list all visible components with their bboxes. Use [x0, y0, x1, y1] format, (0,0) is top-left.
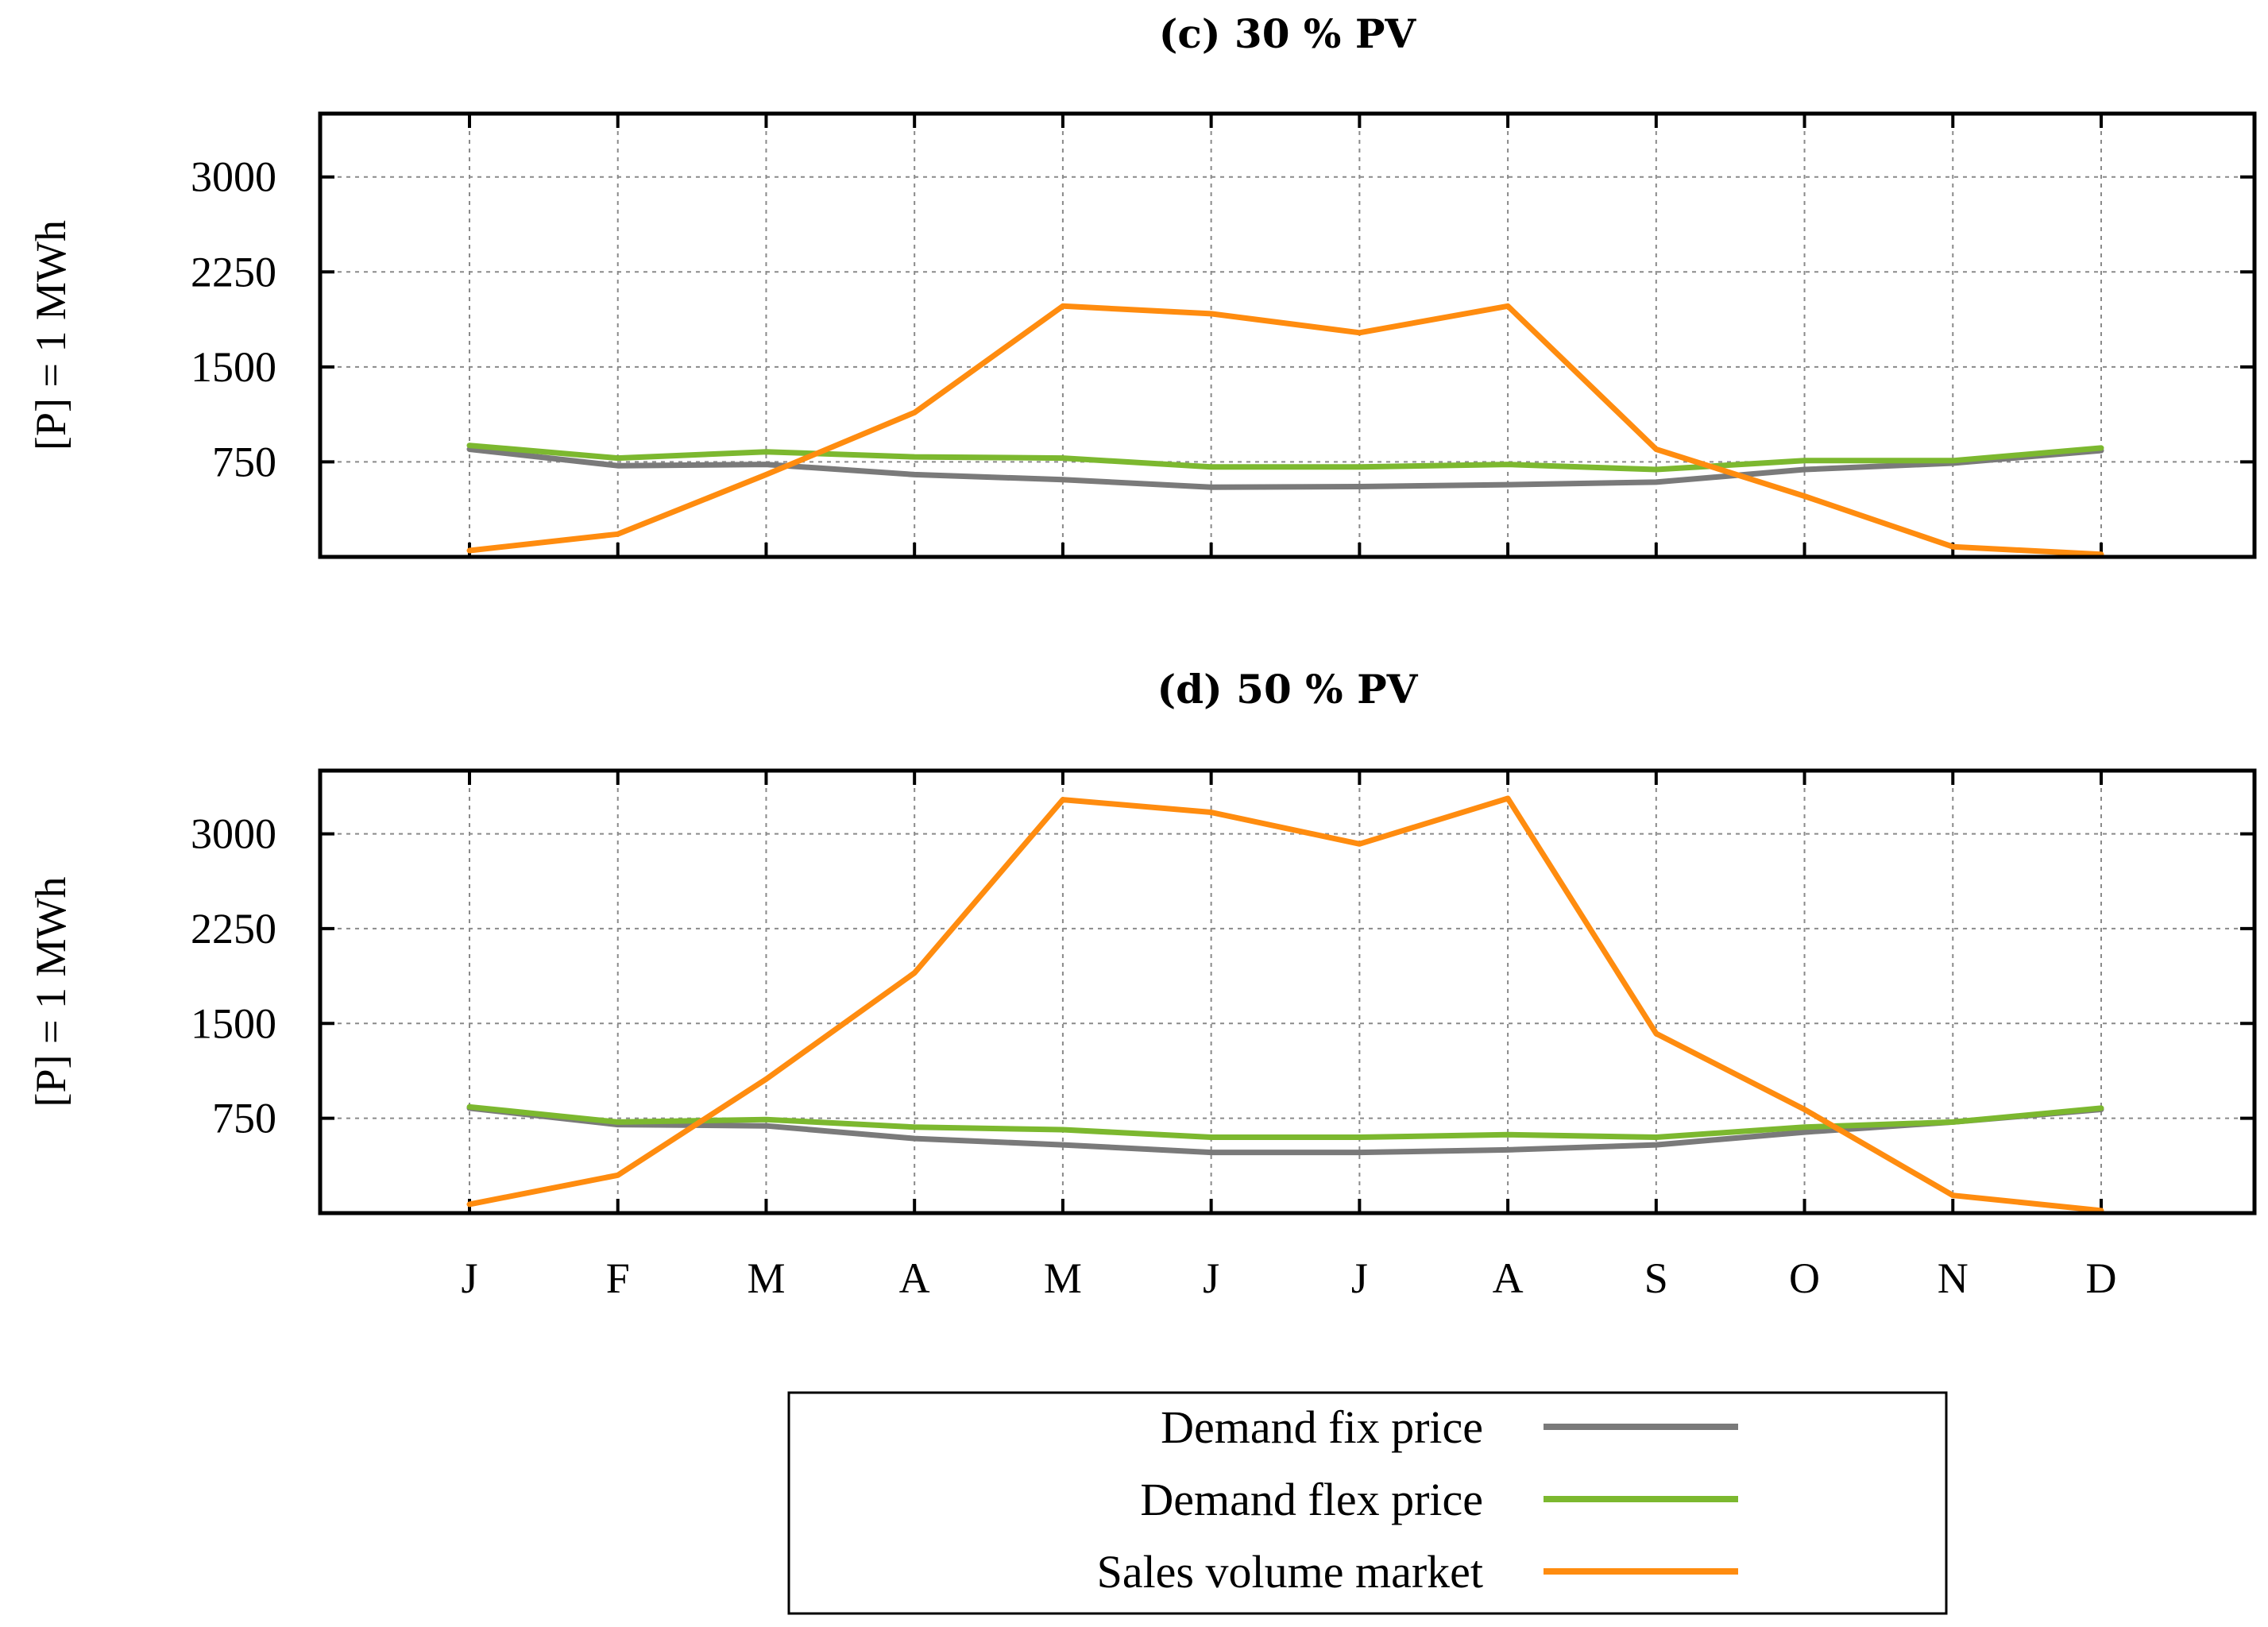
x-tick-label: M	[747, 1254, 785, 1302]
x-tick-label: J	[1351, 1254, 1368, 1302]
chart-title-50-pv: (d) 50 % PV	[1157, 666, 1419, 713]
x-tick-label: F	[606, 1254, 630, 1302]
x-tick-label: O	[1789, 1254, 1820, 1302]
x-tick-label: A	[1493, 1254, 1524, 1302]
chart-title-30-pv: (c) 30 % PV	[1159, 10, 1417, 57]
series-line-demand-fix-price	[466, 446, 2104, 490]
x-tick-label: D	[2086, 1254, 2117, 1302]
y-tick-label: 2250	[191, 905, 276, 953]
x-tick-label: N	[1938, 1254, 1969, 1302]
series-line-sales-volume-market	[466, 303, 2104, 558]
y-tick-label: 1500	[191, 343, 276, 391]
y-tick-label: 2250	[191, 248, 276, 296]
x-tick-label: S	[1644, 1254, 1668, 1302]
panel-50-pv: (d) 50 % PV [P] = 1 MWh 750 1500 2250 3000 J F M…	[27, 666, 2257, 1302]
plot-frame	[318, 768, 2257, 1215]
x-tick-label: J	[461, 1254, 477, 1302]
x-tick-label: M	[1044, 1254, 1082, 1302]
series-line-sales-volume-market	[466, 795, 2104, 1214]
y-axis-label-30-pv: [P] = 1 MWh	[27, 220, 75, 450]
x-tick-label: A	[899, 1254, 930, 1302]
legend-label-sales-volume-market: Sales volume market	[1097, 1546, 1483, 1598]
y-tick-label: 3000	[191, 153, 276, 201]
y-tick-label: 1500	[191, 999, 276, 1047]
legend: Demand fix price Demand flex price Sales v…	[787, 1391, 1948, 1615]
series-line-demand-fix-price	[466, 1105, 2104, 1156]
legend-label-demand-fix-price: Demand fix price	[1161, 1401, 1483, 1453]
y-tick-label: 750	[212, 438, 276, 485]
panel-30-pv: (c) 30 % PV [P] = 1 MWh 750 1500 2250 3000	[27, 10, 2257, 559]
y-tick-label: 750	[212, 1095, 276, 1142]
legend-label-demand-flex-price: Demand flex price	[1140, 1474, 1483, 1525]
y-tick-label: 3000	[191, 810, 276, 858]
y-axis-label-50-pv: [P] = 1 MWh	[27, 877, 75, 1107]
legend-box	[787, 1391, 1948, 1615]
x-tick-label: J	[1203, 1254, 1219, 1302]
plot-frame	[318, 111, 2257, 559]
series-line-demand-flex-price	[466, 442, 2104, 473]
